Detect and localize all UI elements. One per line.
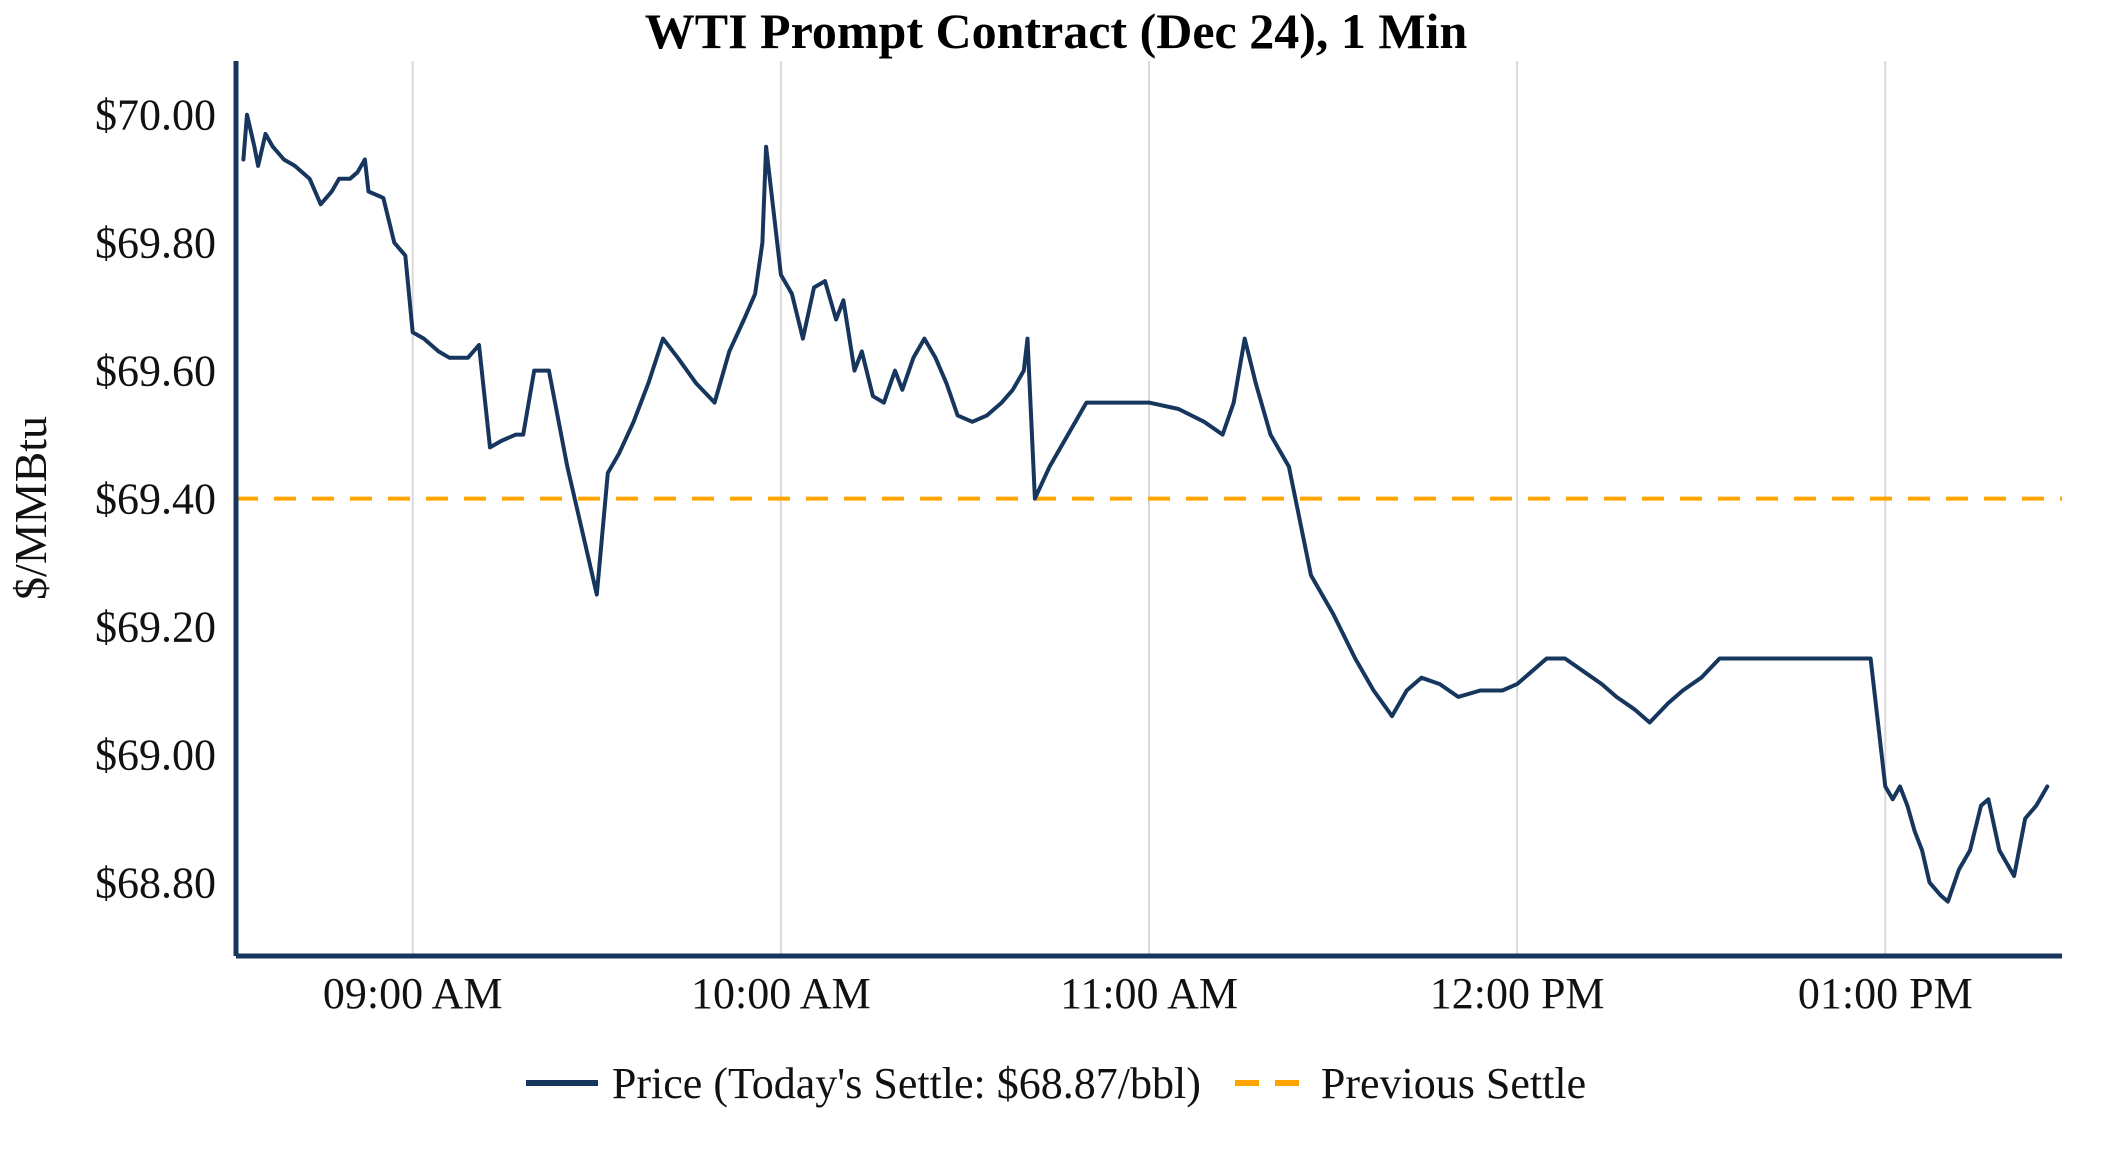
- legend-settle-label: Previous Settle: [1320, 1058, 1587, 1108]
- gridlines: [411, 61, 1887, 956]
- y-axis-title: $/MMBtu: [5, 416, 56, 600]
- x-tick-label: 10:00 AM: [691, 969, 871, 1018]
- y-tick-label: $70.00: [95, 91, 216, 140]
- chart-legend: Price (Today's Settle: $68.87/bbl) Previ…: [0, 1048, 2112, 1118]
- y-tick-label: $69.40: [95, 475, 216, 524]
- y-tick-label: $69.80: [95, 219, 216, 268]
- tick-labels: 09:00 AM 10:00 AM 11:00 AM 12:00 PM 01:00 PM…: [95, 91, 1973, 1018]
- y-tick-label: $69.60: [95, 347, 216, 396]
- settle-dash-swatch-icon: [1234, 1080, 1307, 1086]
- legend-item-previous-settle: Previous Settle: [1234, 1058, 1587, 1109]
- y-tick-label: $69.00: [95, 730, 216, 779]
- legend-price-label: Price (Today's Settle: $68.87/bbl): [611, 1058, 1201, 1108]
- axes: [233, 61, 2062, 959]
- legend-item-price: Price (Today's Settle: $68.87/bbl): [525, 1058, 1201, 1109]
- x-tick-label: 01:00 PM: [1798, 969, 1973, 1018]
- x-tick-label: 12:00 PM: [1430, 969, 1605, 1018]
- y-tick-label: $69.20: [95, 603, 216, 652]
- chart-title: WTI Prompt Contract (Dec 24), 1 Min: [644, 3, 1468, 59]
- price-line-swatch-icon: [525, 1080, 598, 1086]
- x-tick-label: 11:00 AM: [1060, 969, 1238, 1018]
- price-line: [241, 112, 2050, 904]
- x-tick-label: 09:00 AM: [323, 969, 503, 1018]
- y-tick-label: $68.80: [95, 858, 216, 907]
- price-series-layer: [241, 112, 2050, 904]
